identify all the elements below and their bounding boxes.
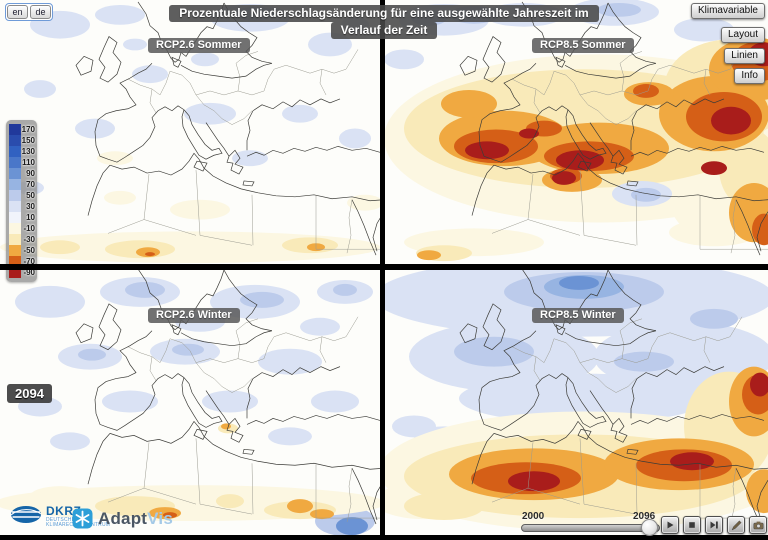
map-panel-rcp8-5-sommer[interactable]: RCP8.5 Sommer: [384, 0, 768, 267]
legend-row: -10: [9, 223, 35, 234]
step-forward-icon: [710, 521, 718, 529]
legend-swatch: [9, 223, 21, 234]
title-line-1: Prozentuale Niederschlagsänderung für ei…: [169, 5, 599, 22]
adaptvis-wordmark: AdaptVis: [98, 509, 173, 529]
precipitation-map: [384, 267, 768, 532]
language-button-en[interactable]: en: [7, 5, 28, 19]
legend-row: 110: [9, 157, 35, 168]
legend-row: 10: [9, 212, 35, 223]
legend-value: -30: [23, 235, 35, 244]
legend-swatch: [9, 201, 21, 212]
legend-row: 30: [9, 201, 35, 212]
legend-value: -10: [23, 224, 35, 233]
legend-swatch: [9, 157, 21, 168]
legend-swatch: [9, 256, 21, 267]
legend-row: -50: [9, 245, 35, 256]
horizontal-divider: [0, 264, 768, 270]
record-button[interactable]: [749, 516, 767, 534]
legend-row: -90: [9, 267, 35, 278]
bottom-black-bar: [0, 535, 768, 540]
legend-value: -70: [23, 257, 35, 266]
legend-value: 130: [21, 147, 35, 156]
legend-row: 130: [9, 146, 35, 157]
timeline-slider-track[interactable]: [521, 524, 660, 532]
adaptvis-logo: AdaptVis: [72, 508, 173, 529]
legend-value: 50: [26, 191, 35, 200]
current-year-badge: 2094: [7, 384, 52, 403]
timeline-slider-handle[interactable]: [641, 519, 658, 536]
adaptvis-prefix: Adapt: [98, 508, 148, 528]
legend-value: 30: [26, 202, 35, 211]
legend-value: 110: [22, 158, 35, 167]
language-button-de[interactable]: de: [30, 5, 51, 19]
menu-button-klimavariable[interactable]: Klimavariable: [690, 3, 765, 19]
legend-swatch: [9, 124, 21, 135]
legend-swatch: [9, 190, 21, 201]
legend-swatch: [9, 267, 21, 278]
legend-swatch: [9, 146, 21, 157]
color-legend: 170 150 130 110 90 70 50 30 10 -10 -30 -50 -70 -90: [6, 120, 37, 282]
legend-value: 90: [26, 169, 35, 178]
legend-row: 50: [9, 190, 35, 201]
menu-button-info[interactable]: Info: [734, 68, 765, 84]
page-title: Prozentuale Niederschlagsänderung für ei…: [0, 5, 768, 39]
legend-row: -70: [9, 256, 35, 267]
legend-value: 150: [21, 136, 35, 145]
legend-row: -30: [9, 234, 35, 245]
legend-value: 10: [26, 213, 35, 222]
timeline-end-label: 2096: [633, 511, 656, 522]
panel-label: RCP2.6 Winter: [148, 308, 240, 323]
legend-value: -50: [23, 246, 35, 255]
panel-label: RCP8.5 Sommer: [532, 38, 634, 53]
adaptvis-snowflake-icon: [72, 508, 93, 529]
legend-swatch: [9, 168, 21, 179]
snapshot-button[interactable]: [727, 516, 745, 534]
map-panel-rcp2-6-sommer[interactable]: RCP2.6 Sommer: [0, 0, 384, 267]
record-icon: [753, 521, 763, 529]
legend-value: 170: [21, 125, 35, 134]
panel-label: RCP2.6 Sommer: [148, 38, 250, 53]
dkrz-name: DKRZ: [46, 504, 82, 518]
stop-button[interactable]: [683, 516, 701, 534]
legend-row: 70: [9, 179, 35, 190]
dkrz-globe-icon: [10, 506, 42, 523]
legend-row: 90: [9, 168, 35, 179]
step-forward-button[interactable]: [705, 516, 723, 534]
menu-button-linien[interactable]: Linien: [724, 48, 765, 64]
language-switch: en de: [5, 3, 53, 21]
legend-value: 70: [26, 180, 35, 189]
stop-icon: [689, 522, 695, 528]
map-panel-rcp2-6-winter[interactable]: RCP2.6 Winter: [0, 267, 384, 536]
adaptvis-suffix: Vis: [147, 508, 173, 528]
legend-row: 170: [9, 124, 35, 135]
legend-row: 150: [9, 135, 35, 146]
legend-swatch: [9, 245, 21, 256]
panel-label: RCP8.5 Winter: [532, 308, 624, 323]
legend-value: -90: [23, 268, 35, 277]
legend-swatch: [9, 234, 21, 245]
play-icon: [667, 521, 674, 529]
play-button[interactable]: [661, 516, 679, 534]
legend-swatch: [9, 179, 21, 190]
timeline-start-label: 2000: [522, 511, 545, 522]
title-line-2: Verlauf der Zeit: [330, 22, 438, 39]
map-panel-rcp8-5-winter[interactable]: RCP8.5 Winter: [384, 267, 768, 536]
snapshot-icon: [730, 519, 742, 531]
legend-swatch: [9, 135, 21, 146]
legend-swatch: [9, 212, 21, 223]
menu-button-layout[interactable]: Layout: [720, 27, 765, 43]
